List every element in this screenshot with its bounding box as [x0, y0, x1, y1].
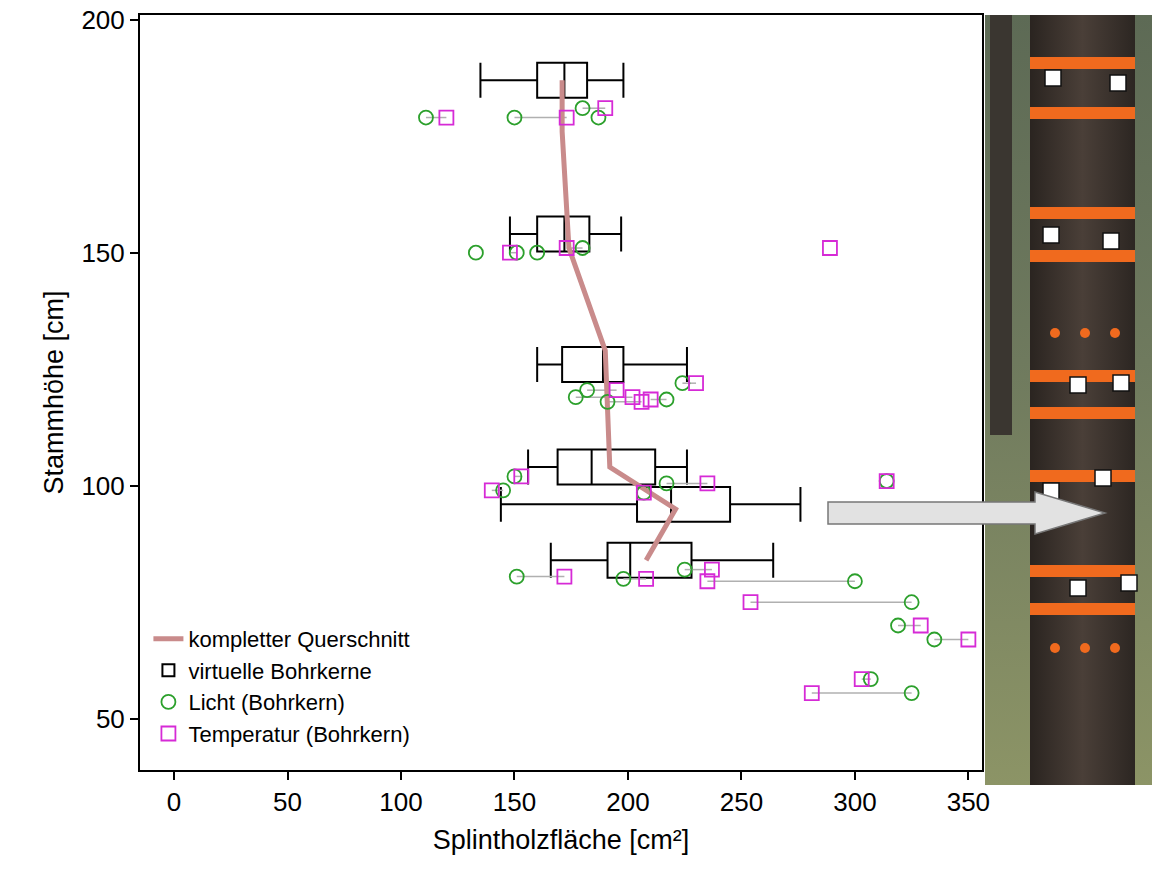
svg-text:virtuelle Bohrkerne: virtuelle Bohrkerne: [188, 659, 371, 684]
svg-text:Stammhöhe [cm]: Stammhöhe [cm]: [39, 290, 69, 494]
svg-text:50: 50: [96, 704, 125, 734]
svg-text:300: 300: [833, 787, 876, 817]
svg-text:0: 0: [167, 787, 181, 817]
svg-text:100: 100: [81, 471, 124, 501]
svg-text:Licht (Bohrkern): Licht (Bohrkern): [188, 690, 345, 715]
svg-text:150: 150: [493, 787, 536, 817]
svg-text:200: 200: [81, 5, 124, 35]
svg-text:150: 150: [81, 238, 124, 268]
svg-text:50: 50: [273, 787, 302, 817]
svg-text:350: 350: [947, 787, 990, 817]
svg-text:200: 200: [606, 787, 649, 817]
svg-text:kompletter Querschnitt: kompletter Querschnitt: [188, 627, 409, 652]
svg-text:Temperatur (Bohrkern): Temperatur (Bohrkern): [188, 722, 409, 747]
svg-text:250: 250: [720, 787, 763, 817]
svg-text:100: 100: [379, 787, 422, 817]
svg-text:Splintholzfläche [cm²]: Splintholzfläche [cm²]: [433, 825, 690, 855]
